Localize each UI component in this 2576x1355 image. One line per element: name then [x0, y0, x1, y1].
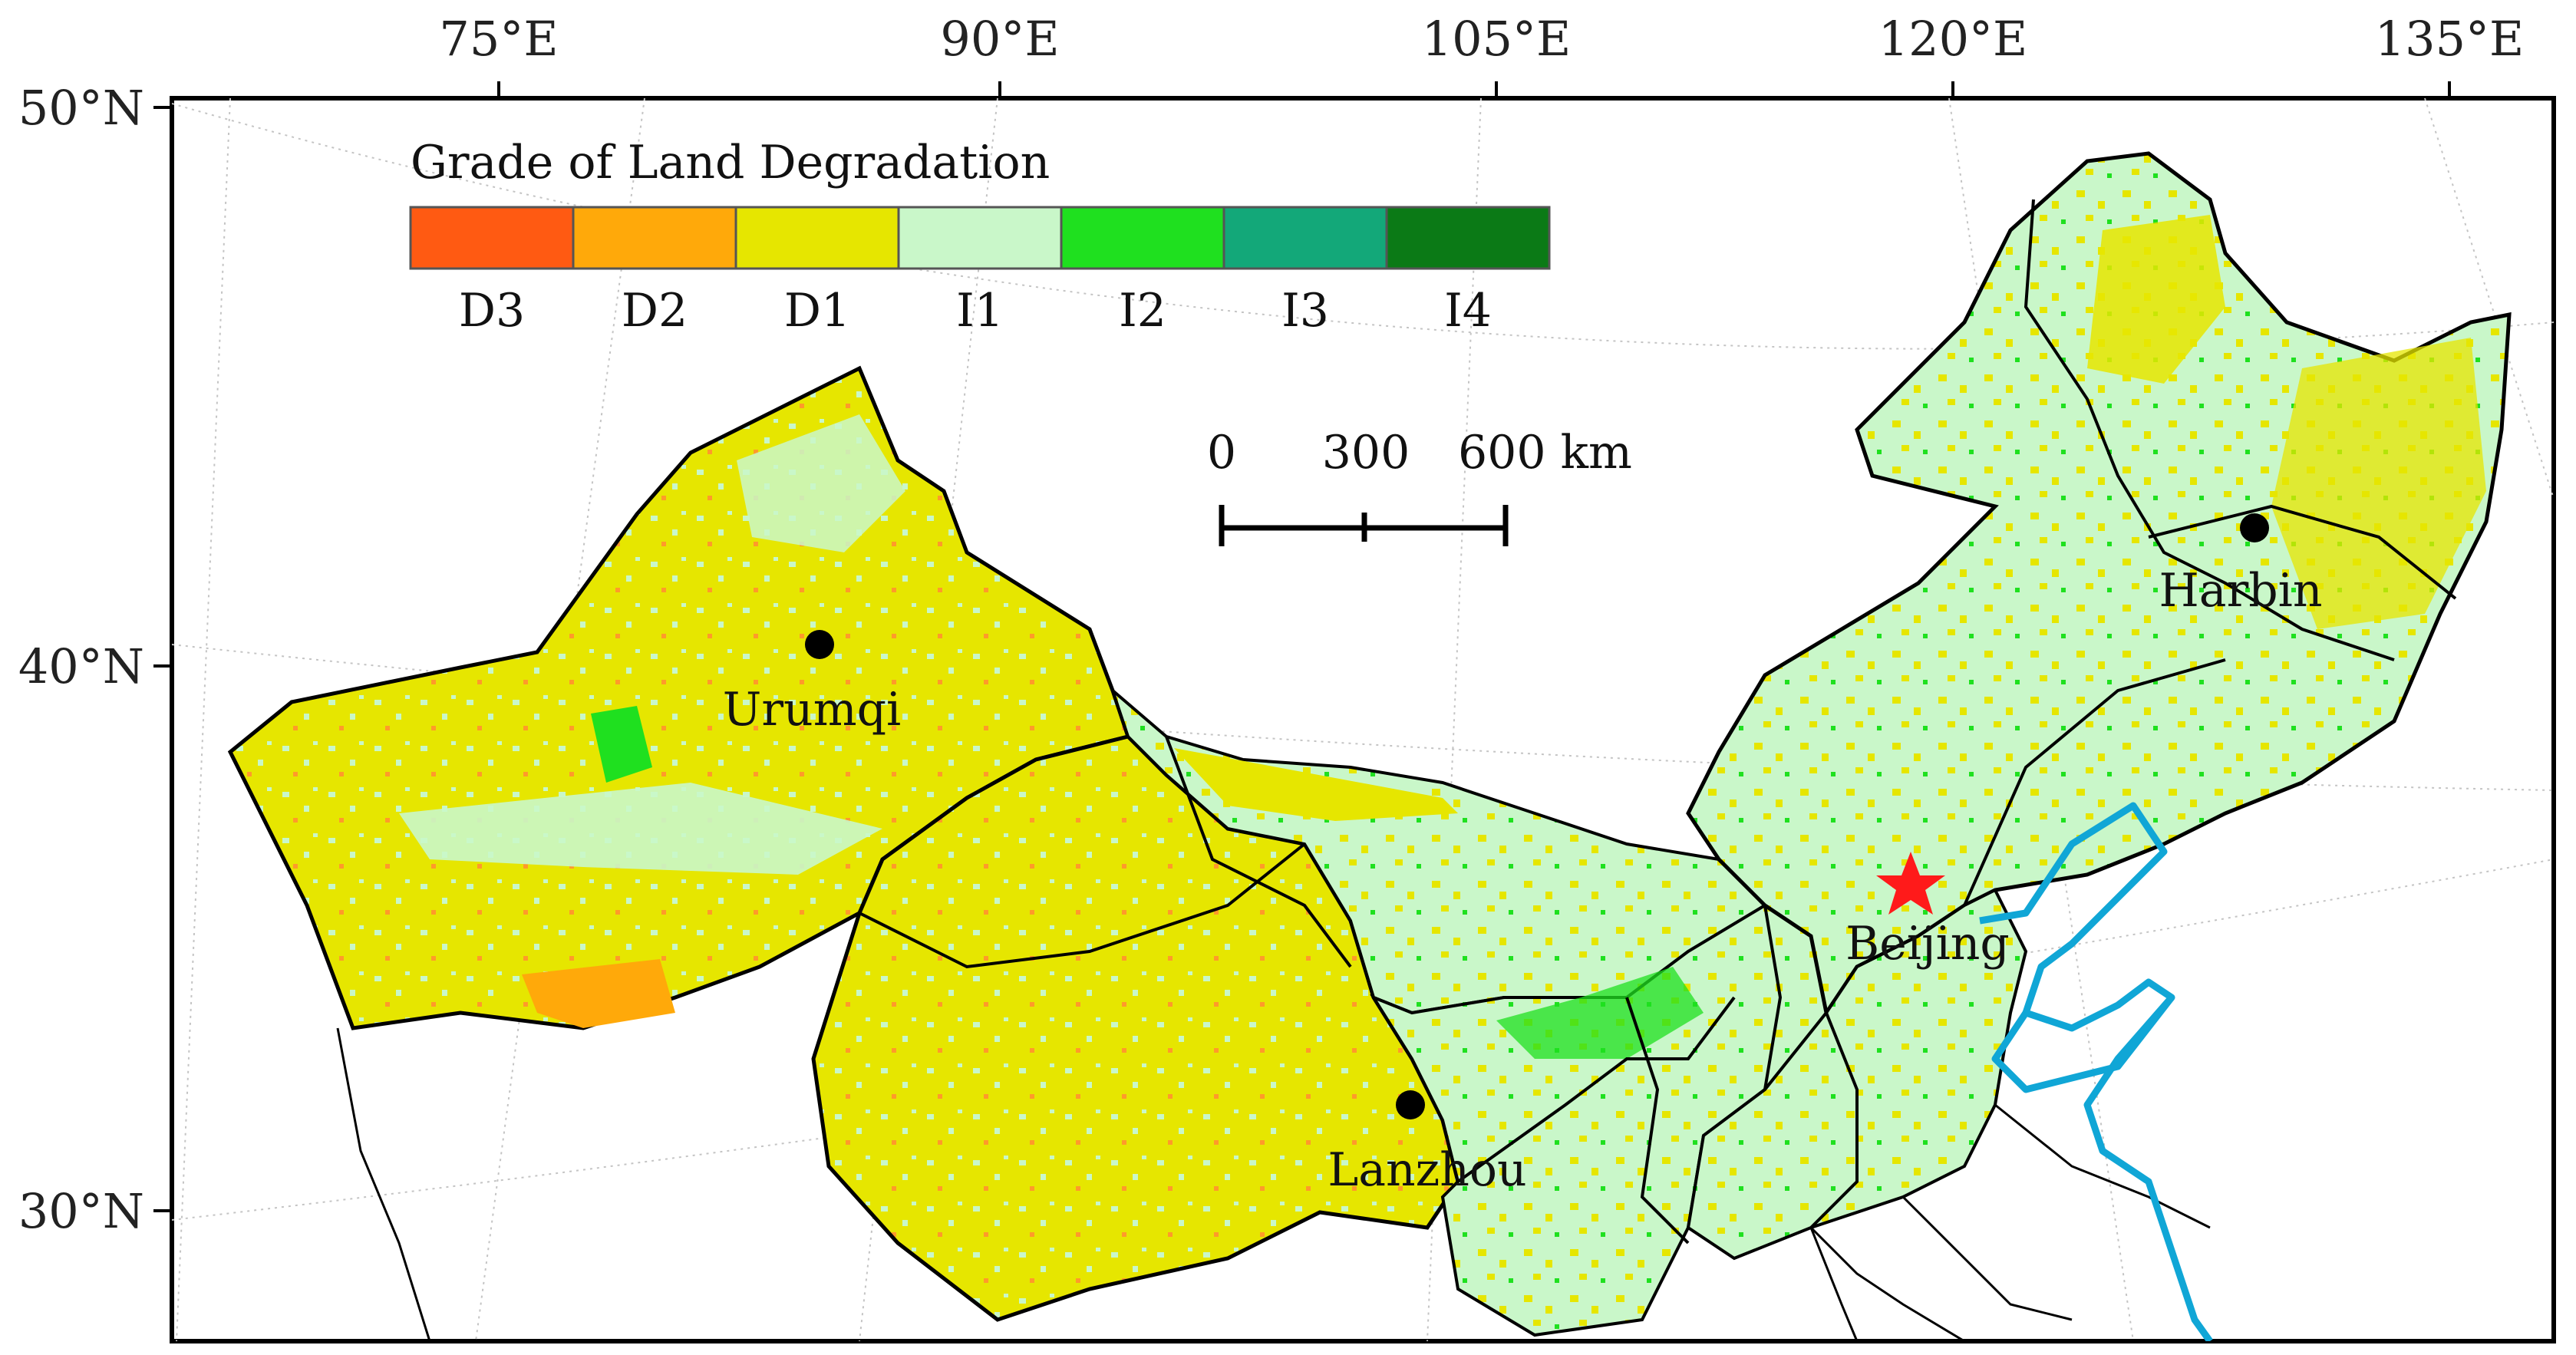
xinjiang-i1-patch-north: [737, 414, 905, 552]
scale-bar: 0 300 600 km: [1207, 426, 1632, 546]
legend-swatch-i1: [897, 206, 1063, 270]
lon-label-105: 105°E: [1422, 11, 1572, 67]
lanzhou-dot: [1396, 1090, 1425, 1119]
cities: Urumqi Lanzhou Harbin Beijing: [723, 513, 2323, 1197]
legend-label-d3: D3: [459, 284, 525, 338]
longitude-labels: 75°E 90°E 105°E 120°E 135°E: [439, 11, 2524, 98]
latitude-labels: 50°N 40°N 30°N: [18, 80, 172, 1239]
lat-label-40: 40°N: [18, 638, 144, 694]
central-i2-patch: [1496, 967, 1704, 1059]
coastline-peninsula: [1991, 995, 2175, 1093]
legend-label-d1: D1: [784, 284, 850, 338]
harbin-label: Harbin: [2159, 564, 2322, 618]
legend-label-i3: I3: [1281, 284, 1329, 338]
legend-swatch-d2: [572, 206, 737, 270]
legend-swatch-d3: [409, 206, 575, 270]
legend-label-i2: I2: [1119, 284, 1166, 338]
urumqi-dot: [805, 630, 834, 659]
legend-title: Grade of Land Degradation: [411, 136, 1050, 190]
region-north-china: [1686, 888, 2028, 1261]
legend-swatch-i3: [1222, 206, 1388, 270]
lat-label-50: 50°N: [18, 80, 144, 136]
legend-swatch-i4: [1385, 206, 1551, 270]
lon-label-90: 90°E: [940, 11, 1059, 67]
northeast-d1-patch: [2087, 215, 2225, 384]
external-boundaries: [336, 1027, 2211, 1341]
legend-label-i1: I1: [956, 284, 1004, 338]
province-boundaries: [859, 199, 2457, 1245]
scale-label-300: 300: [1322, 426, 1410, 480]
legend-label-d2: D2: [622, 284, 688, 338]
lon-label-120: 120°E: [1878, 11, 2028, 67]
beijing-star-icon: [1876, 852, 1945, 915]
lon-label-75: 75°E: [439, 11, 558, 67]
xinjiang-d2-patch: [522, 959, 675, 1028]
legend-label-i4: I4: [1444, 284, 1492, 338]
harbin-dot: [2240, 513, 2269, 542]
imongolia-d1-strip: [1174, 748, 1458, 821]
beijing-label: Beijing: [1845, 917, 2010, 971]
lanzhou-label: Lanzhou: [1328, 1143, 1526, 1197]
northeast-d1-patch-east: [2271, 338, 2486, 629]
xinjiang-i1-patch: [399, 783, 882, 875]
legend-swatch-d1: [734, 206, 900, 270]
coastline: [1979, 802, 2213, 1341]
scale-label-600: 600 km: [1458, 426, 1632, 480]
lon-label-135: 135°E: [2375, 11, 2525, 67]
urumqi-label: Urumqi: [723, 683, 901, 737]
xinjiang-i2-patch: [591, 706, 652, 783]
scale-label-0: 0: [1207, 426, 1236, 480]
lat-label-30: 30°N: [18, 1183, 144, 1239]
legend-swatches: [409, 206, 1551, 270]
legend: Grade of Land Degradation D3 D2 D1 I1 I2…: [409, 136, 1551, 338]
legend-swatch-i2: [1060, 206, 1225, 270]
